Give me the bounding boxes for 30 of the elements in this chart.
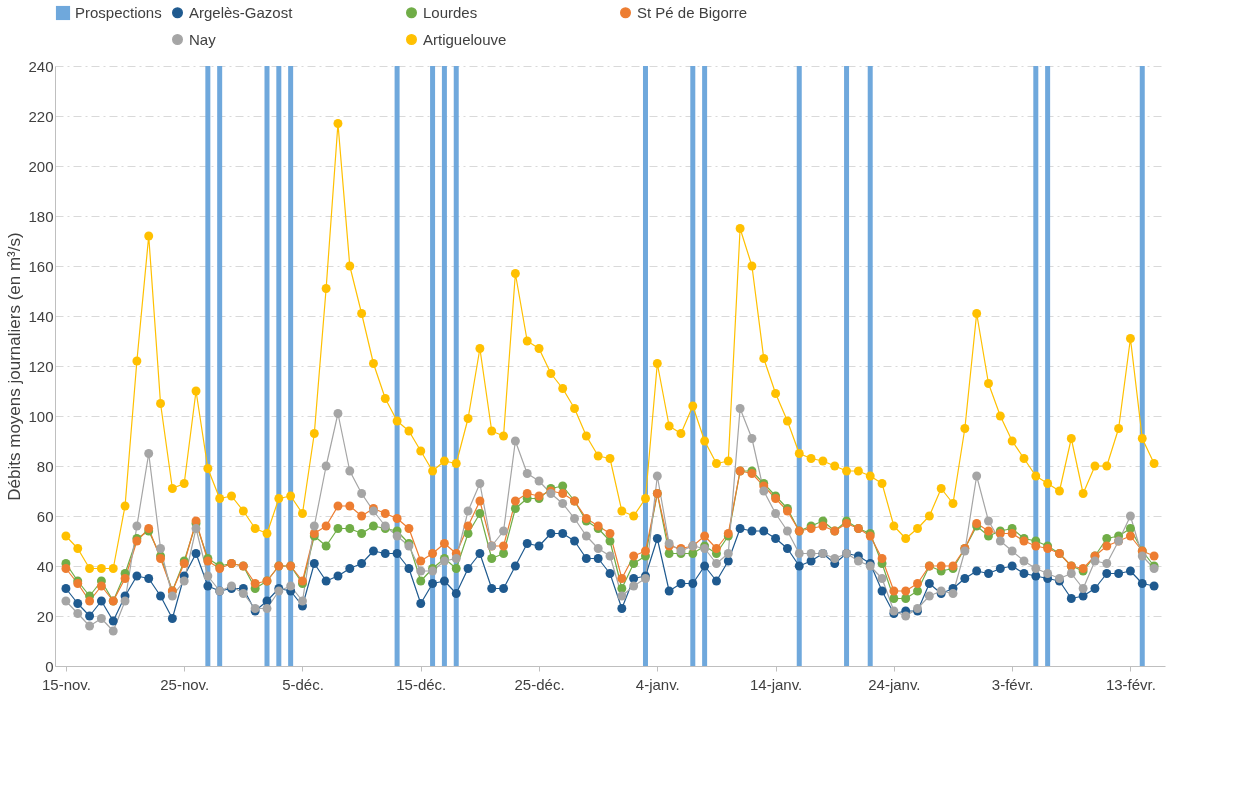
x-tick-label: 25-déc. — [514, 675, 565, 693]
x-tick-label: 5-déc. — [282, 675, 324, 693]
y-tick-label: 0 — [45, 657, 54, 675]
y-tick-label: 40 — [36, 557, 54, 575]
y-tick-label: 240 — [28, 57, 54, 75]
y-tick-label: 140 — [28, 307, 54, 325]
y-tick-label: 20 — [36, 607, 54, 625]
legend-label: Nay — [189, 30, 217, 48]
legend-label: Artiguelouve — [423, 30, 507, 48]
y-tick-label: 200 — [28, 157, 54, 175]
y-axis-title: Débits moyens journaliers (en m³/s) — [5, 232, 25, 501]
legend-label: Argelès-Gazost — [189, 3, 294, 21]
x-tick-label: 14-janv. — [749, 675, 803, 693]
x-tick-label: 4-janv. — [635, 675, 680, 693]
legend-label: St Pé de Bigorre — [637, 3, 748, 21]
x-tick-label: 3-févr. — [991, 675, 1034, 693]
y-tick-label: 100 — [28, 407, 54, 425]
x-tick-label: 25-nov. — [160, 675, 210, 693]
y-tick-label: 120 — [28, 357, 54, 375]
legend-label: Lourdes — [423, 3, 478, 21]
x-tick-label: 13-févr. — [1105, 675, 1156, 693]
y-tick-label: 180 — [28, 207, 54, 225]
x-tick-label: 15-nov. — [41, 675, 91, 693]
x-tick-label: 15-déc. — [396, 675, 447, 693]
legend-label: Prospections — [75, 4, 162, 21]
y-tick-label: 80 — [36, 457, 54, 475]
x-tick-label: 24-janv. — [868, 675, 921, 693]
y-tick-label: 160 — [28, 257, 54, 275]
y-tick-label: 60 — [36, 507, 54, 525]
y-tick-label: 220 — [28, 107, 54, 125]
